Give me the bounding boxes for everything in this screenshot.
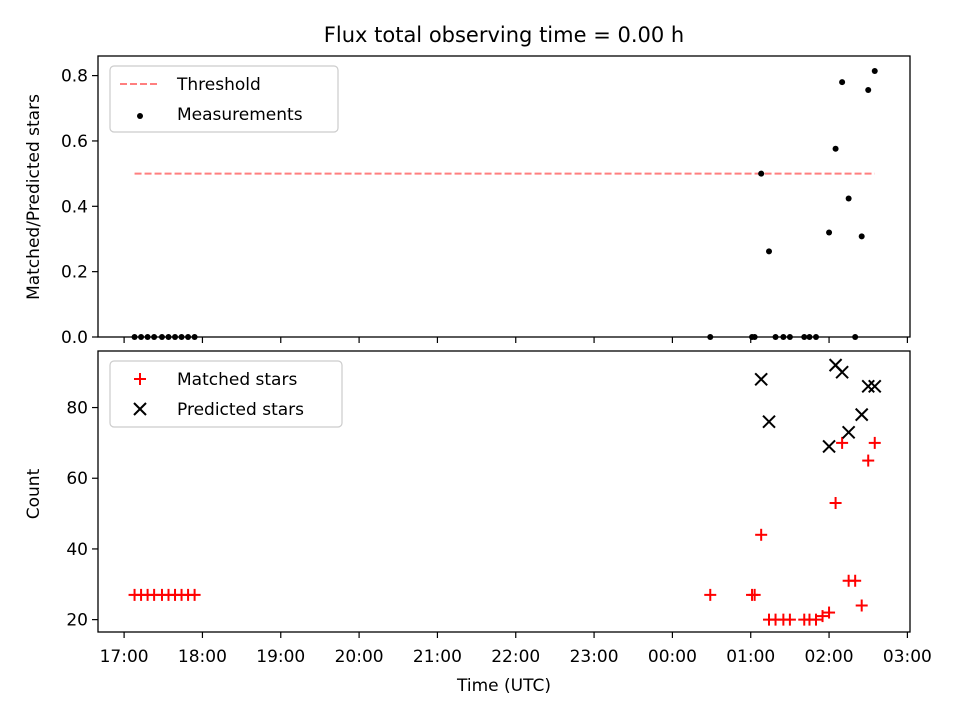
data-point — [869, 380, 881, 392]
y-tick-label: 0.4 — [61, 197, 88, 217]
data-point — [752, 334, 758, 340]
data-point — [763, 416, 775, 428]
x-tick-label: 22:00 — [491, 647, 540, 667]
data-point — [823, 440, 835, 452]
data-point — [151, 334, 157, 340]
y-tick-label: 60 — [66, 469, 88, 489]
x-tick-label: 23:00 — [570, 647, 619, 667]
data-point — [766, 248, 772, 254]
data-point — [869, 437, 881, 449]
data-point — [806, 334, 812, 340]
y-tick-label: 0.2 — [61, 263, 88, 283]
data-point — [787, 334, 793, 340]
legend-label: Threshold — [176, 75, 261, 95]
top-y-axis-label: Matched/Predicted stars — [24, 94, 44, 300]
data-point — [826, 229, 832, 235]
data-point — [862, 380, 874, 392]
data-point — [707, 334, 713, 340]
x-tick-label: 18:00 — [178, 647, 227, 667]
data-point — [192, 334, 198, 340]
y-tick-label: 0.8 — [61, 67, 88, 87]
x-tick-label: 03:00 — [883, 647, 932, 667]
x-tick-label: 21:00 — [413, 647, 462, 667]
data-point — [159, 334, 165, 340]
data-point — [872, 68, 878, 74]
bottom-y-axis-label: Count — [24, 468, 44, 519]
data-point — [865, 87, 871, 93]
data-point — [185, 334, 191, 340]
data-point — [773, 334, 779, 340]
data-point — [813, 334, 819, 340]
legend-label: Measurements — [177, 105, 303, 125]
data-point — [138, 334, 144, 340]
x-axis-label: Time (UTC) — [456, 676, 551, 696]
legend-label: Matched stars — [177, 370, 297, 390]
legend-label: Predicted stars — [177, 400, 304, 420]
data-point — [758, 171, 764, 177]
data-point — [833, 146, 839, 152]
data-point — [856, 599, 868, 611]
legend: Threshold Measurements — [110, 66, 338, 132]
data-point — [145, 334, 151, 340]
x-tick-label: 01:00 — [726, 647, 775, 667]
y-tick-label: 80 — [66, 399, 88, 419]
data-point — [801, 334, 807, 340]
data-point — [846, 195, 852, 201]
top-panel: 0.0 0.2 0.4 0.6 0.8 Threshold Measurements — [61, 56, 910, 348]
x-tick-label: 00:00 — [648, 647, 697, 667]
data-point — [172, 334, 178, 340]
x-tick-label: 19:00 — [256, 647, 305, 667]
data-point — [862, 455, 874, 467]
series-matched-stars — [129, 437, 881, 626]
data-point — [839, 79, 845, 85]
y-tick-label: 0.6 — [61, 132, 88, 152]
data-point — [843, 426, 855, 438]
data-point — [132, 334, 138, 340]
series-predicted-stars — [755, 359, 881, 452]
data-point — [830, 497, 842, 509]
data-point — [749, 589, 761, 601]
x-tick-label: 17:00 — [100, 647, 149, 667]
legend-swatch — [137, 113, 143, 119]
data-point — [784, 614, 796, 626]
data-point — [704, 589, 716, 601]
data-point — [165, 334, 171, 340]
data-point — [780, 334, 786, 340]
data-point — [852, 334, 858, 340]
x-tick-label: 02:00 — [805, 647, 854, 667]
data-point — [836, 437, 848, 449]
data-point — [755, 373, 767, 385]
chart-title: Flux total observing time = 0.00 h — [324, 23, 684, 47]
bottom-panel: 20 40 60 80 17:00 18:00 19:00 20:00 21:00 22:00 23… — [66, 351, 932, 667]
legend: Matched stars Predicted stars — [110, 361, 342, 427]
x-tick-label: 20:00 — [335, 647, 384, 667]
data-point — [189, 589, 201, 601]
data-point — [179, 334, 185, 340]
y-tick-label: 40 — [66, 540, 88, 560]
data-point — [859, 233, 865, 239]
data-point — [849, 575, 861, 587]
data-point — [755, 529, 767, 541]
y-tick-label: 20 — [66, 611, 88, 631]
data-point — [856, 409, 868, 421]
data-point — [836, 366, 848, 378]
y-tick-label: 0.0 — [61, 328, 88, 348]
